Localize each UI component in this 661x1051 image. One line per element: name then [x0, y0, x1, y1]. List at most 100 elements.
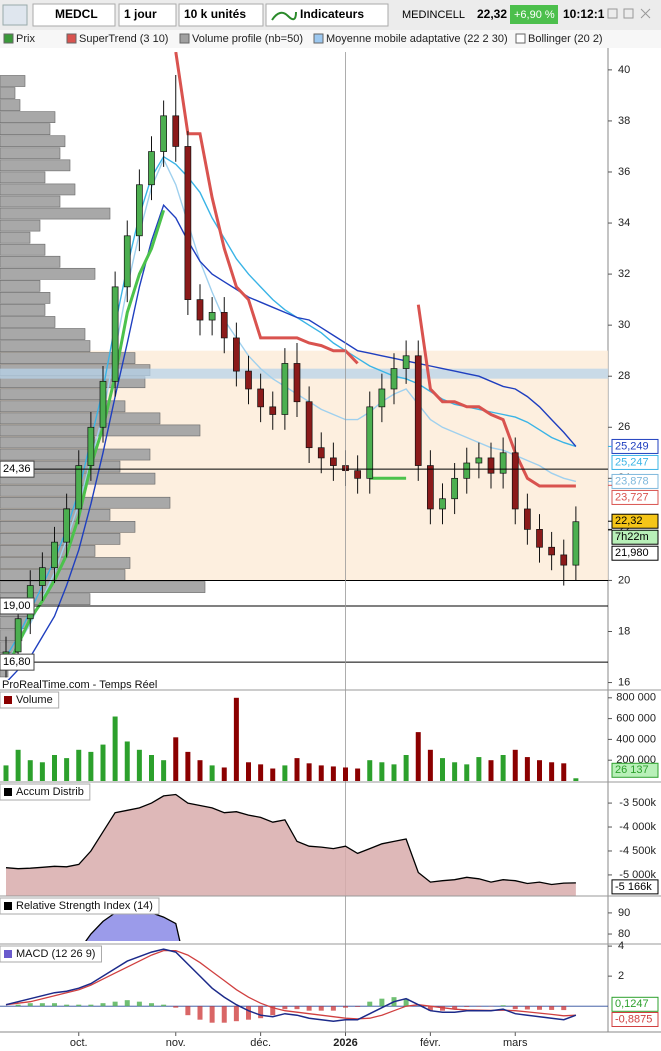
line-label-box	[0, 597, 35, 615]
macd-histogram-bar	[537, 1006, 542, 1010]
macd-line	[5, 948, 577, 1022]
volume-bar	[258, 764, 264, 781]
macd-histogram-bar	[64, 1004, 70, 1007]
price-label: -0,8875	[615, 1013, 652, 1025]
volume-profile-bar	[0, 545, 96, 557]
line-label: 24,36	[3, 463, 31, 475]
candle-body	[172, 115, 180, 147]
macd-histogram-bar	[258, 1006, 264, 1019]
volume-profile-bar	[0, 195, 61, 208]
y-tick-label: 38	[618, 115, 630, 127]
candle-body	[75, 465, 83, 510]
indicators-box[interactable]	[265, 3, 389, 27]
volume-profile-bar	[0, 87, 16, 99]
macd-histogram-bar	[88, 1004, 94, 1007]
price-label: 25,247	[615, 456, 649, 468]
macd-histogram-bar	[233, 1006, 239, 1022]
y-tick-label: 26	[618, 421, 630, 433]
legend-swatch	[3, 33, 14, 44]
y-tick-label: -3 500k	[619, 797, 656, 809]
macd-histogram-bar	[149, 1003, 154, 1007]
candle-body	[414, 355, 422, 466]
volume-bar	[76, 749, 82, 781]
volume-bar	[524, 757, 530, 781]
macd-histogram-bar	[294, 1006, 300, 1010]
macd-histogram-bar	[124, 1000, 130, 1007]
price-label: 0,1247	[615, 998, 649, 1010]
volume-bar	[476, 757, 482, 781]
y-tick-label: 18	[618, 625, 630, 637]
panel-title: Volume	[16, 694, 53, 706]
volume-bar	[197, 760, 203, 781]
close[interactable]	[640, 8, 651, 19]
volume-profile-bar	[0, 207, 111, 220]
y-tick-label: 34	[618, 217, 630, 229]
symbol-box[interactable]	[32, 3, 116, 27]
price-label-box	[611, 489, 659, 505]
macd-histogram-bar	[367, 1001, 373, 1007]
volume-bar	[561, 763, 567, 781]
candle-body	[87, 426, 95, 466]
panel	[5, 793, 576, 896]
candle-body	[572, 521, 580, 566]
legend-label: Bollinger (20 2)	[528, 33, 603, 45]
y-tick-label: 32	[618, 268, 630, 280]
panel-title-box	[0, 691, 60, 709]
price-label-box	[611, 473, 659, 489]
volume-bar	[15, 749, 21, 781]
price-label: 22,32	[615, 515, 643, 527]
supertrend-line	[174, 52, 576, 488]
volume-bar	[549, 762, 555, 781]
legend-bar	[0, 30, 661, 48]
y-tick-label: 40	[618, 64, 630, 76]
candle-body	[160, 115, 167, 152]
volume-bar	[270, 768, 276, 781]
volume-profile-bar	[0, 581, 206, 593]
candle-body	[439, 498, 446, 510]
price-label-box	[611, 545, 659, 561]
macd-histogram-bar	[355, 1006, 361, 1007]
macd-histogram-bar	[318, 1006, 324, 1011]
volume-profile-bar	[0, 99, 21, 111]
macd-histogram-bar	[379, 998, 385, 1007]
maximize[interactable]	[623, 8, 634, 19]
volume-profile-bar	[0, 508, 111, 521]
panel-title-box	[0, 897, 160, 915]
area-line	[5, 793, 576, 886]
volume-bar	[112, 716, 118, 781]
macd-histogram-bar	[209, 1006, 215, 1023]
volume-bar	[136, 749, 142, 781]
volume-bar	[282, 765, 288, 781]
minimize[interactable]	[607, 8, 618, 19]
y-tick-label: 600 000	[616, 713, 656, 725]
volume-bar	[209, 765, 215, 781]
candle-body	[220, 312, 228, 339]
change: +6,90 %	[514, 9, 555, 21]
price-label: 7h22m	[615, 531, 649, 543]
macd-histogram-bar	[270, 1006, 276, 1016]
volume-profile-bar	[0, 316, 56, 328]
chart-icon[interactable]	[2, 4, 28, 26]
macd-histogram-bar	[330, 1006, 336, 1011]
volume-profile-bar	[0, 340, 91, 352]
macd-histogram-bar	[452, 1006, 458, 1010]
macd-histogram-bar	[76, 1004, 82, 1007]
volume-profile-bar	[0, 171, 46, 184]
units-box[interactable]	[178, 3, 264, 27]
volume-profile-bar	[0, 231, 31, 244]
change-box	[510, 5, 558, 24]
area-fill	[6, 794, 576, 896]
panel-title: MACD (12 26 9)	[16, 948, 95, 960]
price-label-box	[611, 762, 659, 778]
volume-bar	[573, 778, 579, 781]
candle-body	[51, 541, 58, 569]
period-box[interactable]	[118, 3, 177, 27]
panel-title-box	[0, 783, 91, 801]
area-fill	[6, 908, 576, 941]
y-tick-label: 4	[618, 940, 624, 952]
macd-histogram-bar	[440, 1006, 445, 1011]
volume-bar	[124, 741, 130, 781]
volume-profile-bar	[0, 388, 106, 401]
panel	[6, 908, 576, 941]
